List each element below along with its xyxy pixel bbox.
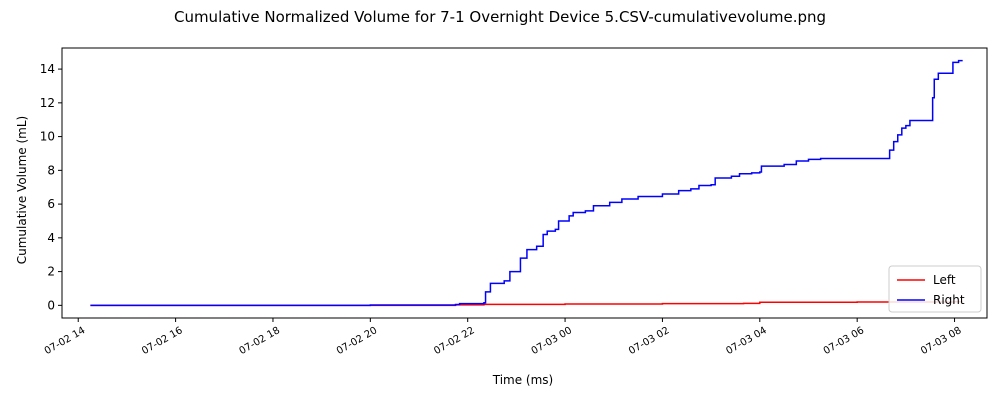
y-tick-label: 2 (47, 265, 55, 279)
y-tick-label: 6 (47, 197, 55, 211)
legend: Left Right (888, 265, 982, 313)
chart-title: Cumulative Normalized Volume for 7-1 Ove… (174, 8, 826, 26)
x-axis-label: Time (ms) (492, 373, 554, 387)
y-tick-label: 4 (47, 231, 55, 245)
y-axis: 0 2 4 6 8 10 12 14 (40, 62, 62, 312)
y-tick-label: 8 (47, 163, 55, 177)
series-line-left (90, 301, 963, 307)
series-layer (90, 59, 963, 307)
y-tick-label: 0 (47, 298, 55, 312)
y-tick-label: 14 (40, 62, 55, 76)
y-tick-label: 12 (40, 96, 55, 110)
y-tick-label: 10 (40, 130, 55, 144)
series-line-right (90, 59, 963, 307)
plot-frame (61, 47, 988, 319)
legend-label-left: Left (933, 273, 956, 287)
y-axis-label: Cumulative Volume (mL) (15, 116, 29, 265)
legend-label-right: Right (933, 293, 965, 307)
